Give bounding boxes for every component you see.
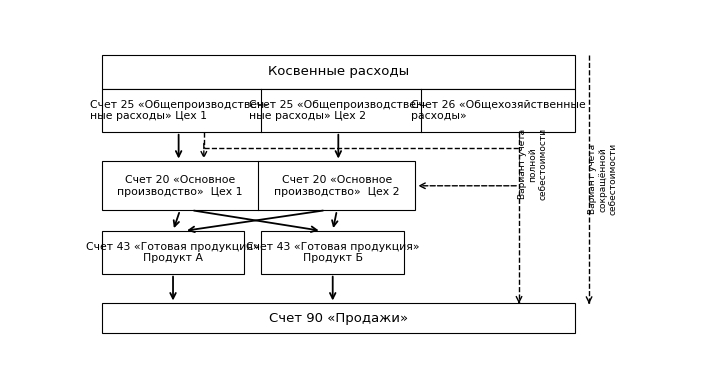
Text: Счет 25 «Общепроизводствен-
ные расходы» Цех 2: Счет 25 «Общепроизводствен- ные расходы»… <box>249 99 427 121</box>
Bar <box>101 89 575 132</box>
Text: Счет 43 «Готовая продукция»
Продукт Б: Счет 43 «Готовая продукция» Продукт Б <box>246 242 419 263</box>
Text: Счет 20 «Основное
производство»  Цех 1: Счет 20 «Основное производство» Цех 1 <box>117 175 243 197</box>
Bar <box>261 231 404 274</box>
Text: Счет 20 «Основное
производство»  Цех 2: Счет 20 «Основное производство» Цех 2 <box>274 175 400 197</box>
Bar <box>101 231 244 274</box>
Text: Косвенные расходы: Косвенные расходы <box>268 65 409 78</box>
Text: Вариант учета
сокращённой
себестоимости: Вариант учета сокращённой себестоимости <box>589 143 618 215</box>
Text: Счет 25 «Общепроизводствен-
ные расходы» Цех 1: Счет 25 «Общепроизводствен- ные расходы»… <box>90 99 268 121</box>
Text: Счет 43 «Готовая продукция»
Продукт А: Счет 43 «Готовая продукция» Продукт А <box>86 242 260 263</box>
Text: Счет 90 «Продажи»: Счет 90 «Продажи» <box>269 311 408 324</box>
Text: Вариант учета
полной
себестоимости: Вариант учета полной себестоимости <box>518 128 548 200</box>
Bar <box>101 303 575 333</box>
Bar <box>101 55 575 89</box>
Text: Счет 26 «Общехозяйственные
расходы»: Счет 26 «Общехозяйственные расходы» <box>411 99 586 121</box>
Bar <box>101 161 416 210</box>
